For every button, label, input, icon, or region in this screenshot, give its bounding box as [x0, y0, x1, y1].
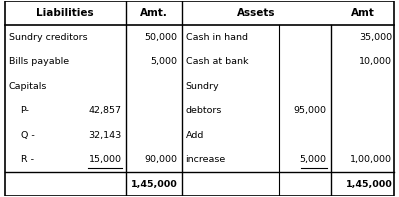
Text: 95,000: 95,000 — [294, 106, 327, 115]
Text: 1,45,000: 1,45,000 — [131, 180, 178, 189]
Text: 10,000: 10,000 — [359, 57, 392, 66]
Text: 15,000: 15,000 — [89, 155, 122, 164]
Text: P-: P- — [21, 106, 30, 115]
Text: 35,000: 35,000 — [359, 33, 392, 42]
Text: debtors: debtors — [186, 106, 222, 115]
Text: 32,143: 32,143 — [89, 131, 122, 140]
Text: Sundry creditors: Sundry creditors — [9, 33, 87, 42]
Text: increase: increase — [186, 155, 226, 164]
Text: Assets: Assets — [237, 8, 275, 18]
Text: Cash at bank: Cash at bank — [186, 57, 248, 66]
Text: 42,857: 42,857 — [89, 106, 122, 115]
Text: Capitals: Capitals — [9, 82, 47, 91]
Text: Amt.: Amt. — [140, 8, 168, 18]
Text: 50,000: 50,000 — [144, 33, 178, 42]
Text: Bills payable: Bills payable — [9, 57, 69, 66]
Text: 1,00,000: 1,00,000 — [350, 155, 392, 164]
Text: Q -: Q - — [21, 131, 34, 140]
Text: Sundry: Sundry — [186, 82, 219, 91]
Text: 5,000: 5,000 — [151, 57, 178, 66]
Text: 5,000: 5,000 — [300, 155, 327, 164]
Text: Liabilities: Liabilities — [36, 8, 94, 18]
Text: Add: Add — [186, 131, 204, 140]
Text: 1,45,000: 1,45,000 — [346, 180, 392, 189]
Text: Cash in hand: Cash in hand — [186, 33, 248, 42]
Text: 90,000: 90,000 — [144, 155, 178, 164]
Text: R -: R - — [21, 155, 34, 164]
Text: Amt: Amt — [351, 8, 374, 18]
